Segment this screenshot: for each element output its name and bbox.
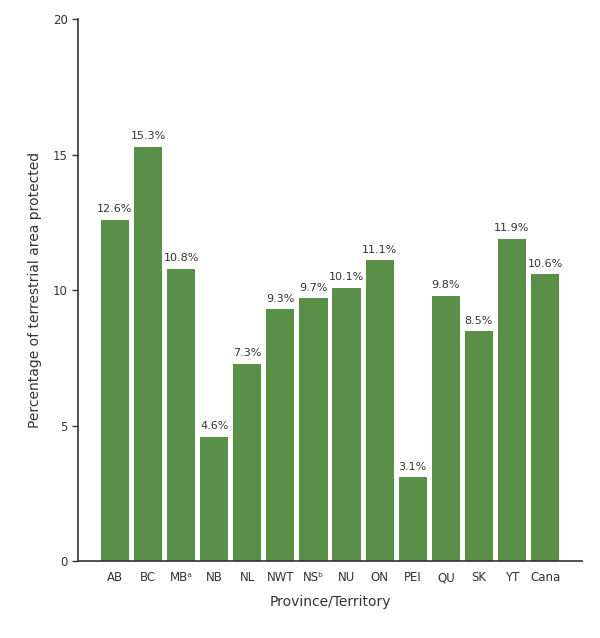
Text: 10.6%: 10.6% (527, 258, 563, 269)
Bar (134, 147, 162, 561)
Bar (332, 288, 361, 561)
Text: 11.9%: 11.9% (494, 223, 530, 234)
Text: 10.1%: 10.1% (329, 272, 364, 282)
Bar (101, 220, 129, 561)
Y-axis label: Percentage of terrestrial area protected: Percentage of terrestrial area protected (28, 152, 41, 428)
X-axis label: Province/Territory: Province/Territory (269, 595, 391, 609)
Text: 9.8%: 9.8% (431, 280, 460, 290)
Text: 7.3%: 7.3% (233, 348, 262, 358)
Bar (498, 239, 526, 561)
Text: 3.1%: 3.1% (398, 462, 427, 472)
Bar (465, 331, 493, 561)
Text: 10.8%: 10.8% (163, 253, 199, 263)
Text: 11.1%: 11.1% (362, 245, 397, 255)
Text: 9.7%: 9.7% (299, 283, 328, 293)
Bar (200, 437, 228, 561)
Bar (432, 295, 460, 561)
Text: 4.6%: 4.6% (200, 421, 229, 431)
Text: 15.3%: 15.3% (130, 131, 166, 141)
Text: 12.6%: 12.6% (97, 204, 133, 214)
Bar (531, 274, 559, 561)
Bar (167, 269, 195, 561)
Bar (299, 299, 328, 561)
Bar (266, 309, 295, 561)
Text: 8.5%: 8.5% (464, 316, 493, 325)
Bar (233, 364, 262, 561)
Bar (365, 260, 394, 561)
Bar (398, 477, 427, 561)
Text: 9.3%: 9.3% (266, 294, 295, 304)
